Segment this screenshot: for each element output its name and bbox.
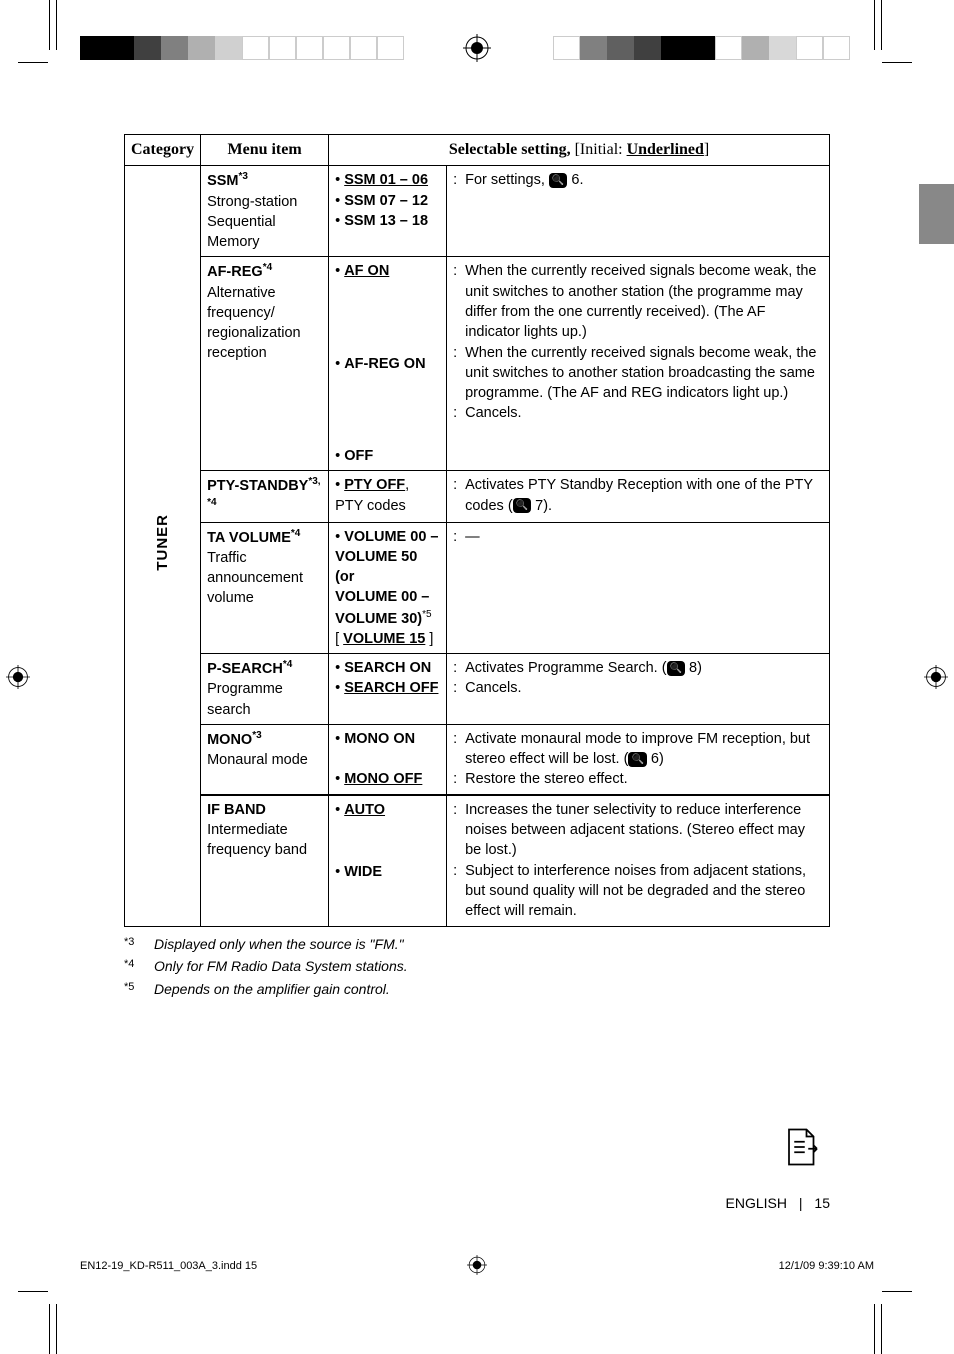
registration-mark-icon	[467, 1255, 487, 1275]
crop-marks-top	[0, 0, 954, 80]
print-slug: EN12-19_KD-R511_003A_3.indd 15 12/1/09 9…	[80, 1259, 874, 1274]
footer-page-number: 15	[814, 1195, 830, 1211]
side-tab	[919, 184, 954, 244]
table-row: PTY-STANDBY*3, *4 • PTY OFF, PTY codes :…	[125, 471, 830, 522]
magnify-icon	[549, 173, 567, 188]
footer-lang: ENGLISH	[726, 1195, 787, 1211]
menu-item-cell: SSM*3 Strong-station Sequential Memory	[201, 166, 329, 257]
grayscale-bar-right	[553, 36, 850, 60]
th-settings: Selectable setting, [Initial: Underlined…	[329, 135, 830, 166]
table-row: AF-REG*4 Alternative frequency/ regional…	[125, 257, 830, 471]
menu-table: Category Menu item Selectable setting, […	[124, 134, 830, 927]
table-row: MONO*3 Monaural mode • MONO ON • MONO OF…	[125, 724, 830, 794]
registration-mark-icon	[924, 665, 948, 689]
options-cell: • AUTO • WIDE	[329, 795, 447, 926]
description-cell: :—	[447, 522, 830, 654]
options-cell: • MONO ON • MONO OFF	[329, 724, 447, 794]
registration-mark-icon	[6, 665, 30, 689]
options-cell: • PTY OFF, PTY codes	[329, 471, 447, 522]
menu-item-cell: MONO*3 Monaural mode	[201, 724, 329, 794]
description-cell: :Increases the tuner selectivity to redu…	[447, 795, 830, 926]
menu-item-cell: PTY-STANDBY*3, *4	[201, 471, 329, 522]
magnify-icon	[513, 498, 531, 513]
description-cell: :Activate monaural mode to improve FM re…	[447, 724, 830, 794]
crop-marks-bottom	[0, 1274, 954, 1354]
menu-item-cell: TA VOLUME*4 Traffic announcement volume	[201, 522, 329, 654]
table-row: IF BAND Intermediate frequency band • AU…	[125, 795, 830, 926]
continue-icon	[782, 1126, 824, 1174]
th-category: Category	[125, 135, 201, 166]
magnify-icon	[628, 752, 646, 767]
registration-mark-icon	[463, 34, 491, 62]
description-cell: :Activates Programme Search. ( 8) :Cance…	[447, 654, 830, 725]
page-footer: ENGLISH | 15	[726, 1194, 830, 1214]
page-content: Category Menu item Selectable setting, […	[124, 134, 830, 1002]
slug-timestamp: 12/1/09 9:39:10 AM	[779, 1259, 874, 1274]
options-cell: • SSM 01 – 06 • SSM 07 – 12 • SSM 13 – 1…	[329, 166, 447, 257]
table-row: TA VOLUME*4 Traffic announcement volume …	[125, 522, 830, 654]
description-cell: :Activates PTY Standby Reception with on…	[447, 471, 830, 522]
menu-item-cell: IF BAND Intermediate frequency band	[201, 795, 329, 926]
table-header-row: Category Menu item Selectable setting, […	[125, 135, 830, 166]
options-cell: • AF ON • AF-REG ON • OFF	[329, 257, 447, 471]
slug-file: EN12-19_KD-R511_003A_3.indd 15	[80, 1259, 257, 1274]
options-cell: • VOLUME 00 – VOLUME 50 (or VOLUME 00 – …	[329, 522, 447, 654]
description-cell: :When the currently received signals bec…	[447, 257, 830, 471]
table-row: TUNER SSM*3 Strong-station Sequential Me…	[125, 166, 830, 257]
grayscale-bar-left	[80, 36, 404, 60]
menu-item-cell: AF-REG*4 Alternative frequency/ regional…	[201, 257, 329, 471]
magnify-icon	[667, 661, 685, 676]
category-label: TUNER	[152, 514, 173, 571]
options-cell: • SEARCH ON • SEARCH OFF	[329, 654, 447, 725]
footnotes: *3Displayed only when the source is "FM.…	[124, 935, 830, 1000]
table-row: P-SEARCH*4 Programme search • SEARCH ON …	[125, 654, 830, 725]
th-menu-item: Menu item	[201, 135, 329, 166]
description-cell: :For settings, 6.	[447, 166, 830, 257]
category-cell: TUNER	[125, 166, 201, 926]
menu-item-cell: P-SEARCH*4 Programme search	[201, 654, 329, 725]
